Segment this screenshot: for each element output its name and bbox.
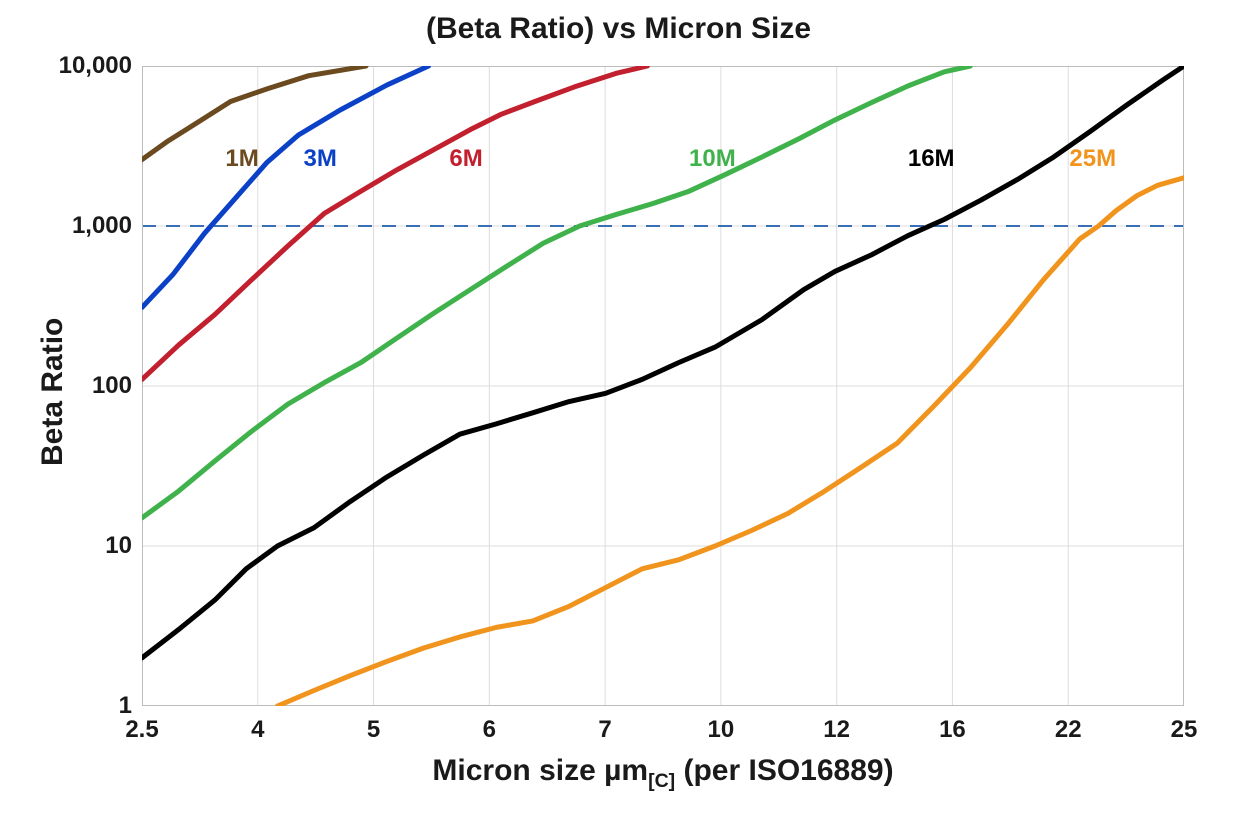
x-axis-title: Micron size µm[C] (per ISO16889) bbox=[142, 754, 1184, 793]
chart-container: (Beta Ratio) vs Micron Size Beta Ratio M… bbox=[0, 0, 1237, 819]
plot-area bbox=[142, 66, 1184, 706]
series-label-3m: 3M bbox=[304, 145, 337, 173]
series-label-16m: 16M bbox=[908, 145, 955, 173]
x-tick-label: 25 bbox=[1154, 716, 1214, 744]
series-label-25m: 25M bbox=[1069, 145, 1116, 173]
y-tick-label: 1 bbox=[42, 692, 132, 720]
x-tick-label: 16 bbox=[922, 716, 982, 744]
x-tick-label: 22 bbox=[1038, 716, 1098, 744]
x-tick-label: 4 bbox=[228, 716, 288, 744]
series-label-10m: 10M bbox=[689, 145, 736, 173]
x-tick-label: 7 bbox=[575, 716, 635, 744]
y-tick-label: 10,000 bbox=[42, 52, 132, 80]
chart-title: (Beta Ratio) vs Micron Size bbox=[0, 12, 1237, 46]
x-tick-label: 5 bbox=[344, 716, 404, 744]
x-tick-label: 10 bbox=[691, 716, 751, 744]
y-tick-label: 100 bbox=[42, 372, 132, 400]
x-tick-label: 2.5 bbox=[112, 716, 172, 744]
y-tick-label: 1,000 bbox=[42, 212, 132, 240]
y-tick-label: 10 bbox=[42, 532, 132, 560]
series-label-1m: 1M bbox=[225, 145, 258, 173]
x-tick-label: 6 bbox=[459, 716, 519, 744]
x-tick-label: 12 bbox=[807, 716, 867, 744]
series-label-6m: 6M bbox=[449, 145, 482, 173]
